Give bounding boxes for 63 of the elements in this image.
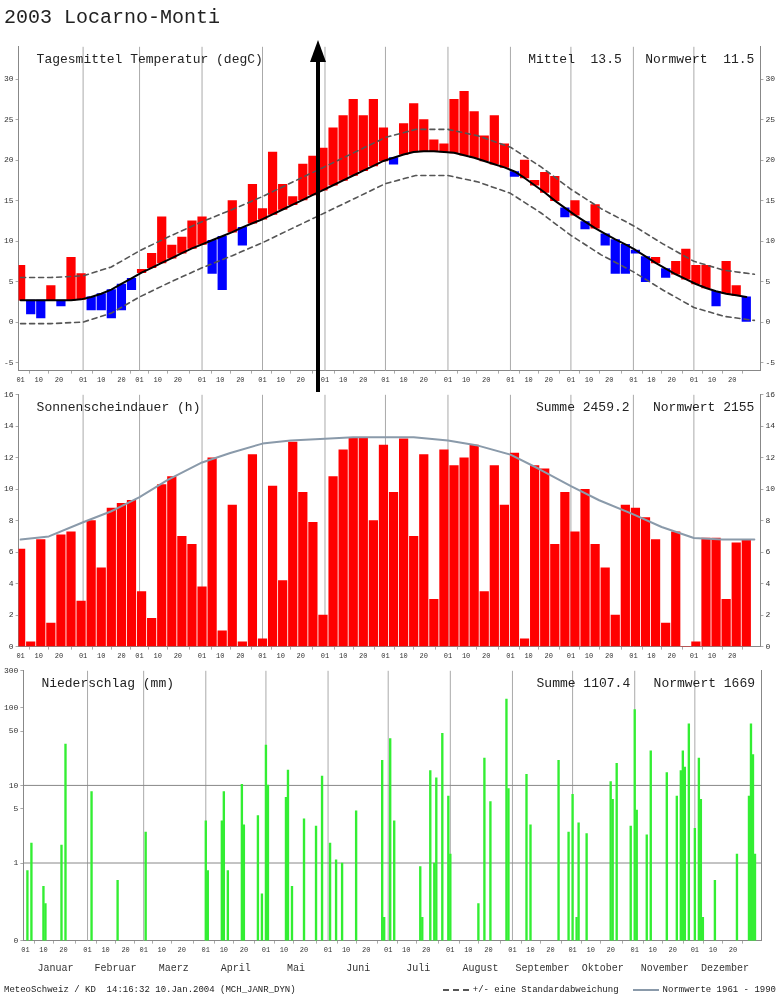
y-tick-label: 2 — [8, 610, 14, 620]
y-tick-label: 10 — [8, 780, 19, 790]
y-tick-label: 5 — [8, 276, 14, 286]
y-tick-label: 6 — [8, 547, 14, 557]
y-tick-label: 5 — [13, 803, 19, 813]
text: MeteoSchweiz / KD 14:16:32 10.Jan.2004 (MCH_JANR_DYN) — [4, 985, 296, 995]
y-tick-label: 0 — [8, 641, 14, 651]
y2-tick-label: 5 — [765, 276, 771, 286]
y2-tick-label: 2 — [765, 610, 771, 620]
chart-title: Niederschlag (mm) — [41, 675, 175, 691]
legend-label: Normwerte 1961 - 1990 — [662, 985, 776, 995]
y2-tick-label: 30 — [765, 74, 776, 84]
y2-tick-label: 6 — [765, 547, 771, 557]
y2-tick-label: -5 — [765, 357, 776, 367]
y2-tick-label: 15 — [765, 195, 776, 205]
chart-title: Sonnenscheindauer (h) — [36, 399, 201, 415]
y-tick-label: 8 — [8, 515, 14, 525]
y2-tick-label: 20 — [765, 155, 776, 165]
y-tick-label: 0 — [8, 317, 14, 327]
x2-tick-label: Dezember — [700, 962, 749, 974]
x2-tick-label: Mai — [286, 962, 305, 974]
x2-tick-label: Maerz — [158, 962, 189, 974]
annotation: Summe 1107.4 Normwert 1669 — [536, 675, 755, 691]
y2-tick-label: 8 — [765, 515, 771, 525]
x2-tick-label: November — [640, 962, 689, 974]
y-tick-label: 100 — [4, 702, 19, 712]
y-tick-label: 20 — [3, 155, 14, 165]
chart-subtitle: Tagesmittel Temperatur (degC) — [36, 51, 263, 67]
y-tick-label: 25 — [3, 114, 14, 124]
y2-tick-label: 0 — [765, 317, 771, 327]
x2-tick-label: September — [515, 962, 570, 974]
x2-tick-label: Oktober — [581, 962, 624, 974]
y2-tick-label: 25 — [765, 114, 776, 124]
x2-tick-label: April — [220, 962, 251, 974]
x2-tick-label: August — [462, 962, 499, 974]
y-tick-label: 30 — [3, 74, 14, 84]
y-tick-label: 50 — [8, 726, 19, 736]
y-tick-label: 300 — [4, 665, 19, 675]
y2-tick-label: 10 — [765, 484, 776, 494]
x2-tick-label: Juli — [406, 962, 431, 974]
y-tick-label: 15 — [3, 195, 14, 205]
y-tick-label: 1 — [13, 858, 19, 868]
annotation: Mittel 13.5 Normwert 11.5 — [528, 51, 755, 67]
chart-title: 2003 Locarno-Monti — [4, 6, 221, 29]
y-tick-label: -5 — [3, 357, 14, 367]
legend-label: +/- eine Standardabweichung — [472, 985, 619, 995]
y2-tick-label: 0 — [765, 641, 771, 651]
y-tick-label: 16 — [3, 389, 14, 399]
x2-tick-label: Februar — [94, 962, 137, 974]
y-tick-label: 12 — [3, 452, 14, 462]
y2-tick-label: 12 — [765, 452, 776, 462]
y2-tick-label: 14 — [765, 421, 776, 431]
y-tick-label: 10 — [3, 484, 14, 494]
y-tick-label: 4 — [8, 578, 14, 588]
y2-tick-label: 16 — [765, 389, 776, 399]
x2-tick-label: Januar — [37, 962, 74, 974]
y-tick-label: 10 — [3, 236, 14, 246]
y-tick-label: 14 — [3, 421, 14, 431]
x2-tick-label: Juni — [346, 962, 371, 974]
y2-tick-label: 10 — [765, 236, 776, 246]
y2-tick-label: 4 — [765, 578, 771, 588]
y-tick-label: 0 — [13, 935, 19, 945]
annotation: Summe 2459.2 Normwert 2155 — [535, 399, 755, 415]
